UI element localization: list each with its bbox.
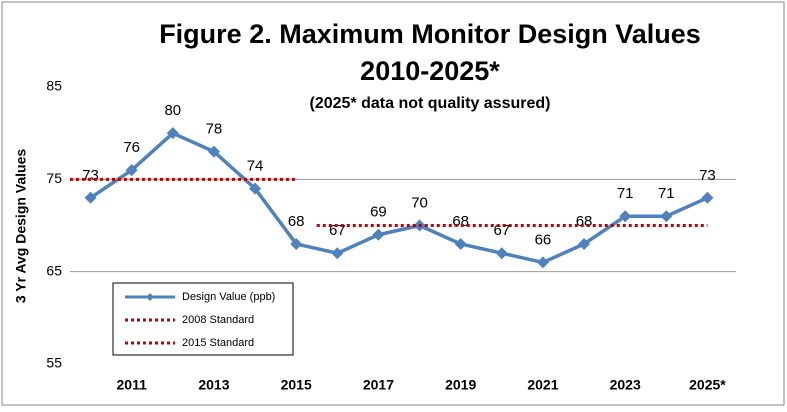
data-label: 74 — [247, 158, 264, 175]
series-line — [89, 131, 709, 265]
x-tick-label: 2019 — [445, 377, 476, 393]
x-tick-label: 2011 — [117, 377, 148, 393]
data-point — [84, 191, 97, 204]
y-axis-label: 3 Yr Avg Design Values — [13, 149, 29, 304]
legend-marker — [146, 293, 154, 301]
data-label: 69 — [370, 204, 387, 221]
x-tick-label: 2025* — [689, 377, 726, 393]
y-tick-label: 55 — [46, 355, 62, 371]
data-point — [495, 247, 508, 260]
data-point — [701, 191, 714, 204]
data-label: 67 — [493, 222, 510, 239]
data-point — [166, 127, 179, 140]
data-point — [207, 145, 220, 158]
data-label: 66 — [535, 231, 552, 248]
data-label: 68 — [452, 213, 469, 230]
y-tick-label: 65 — [46, 262, 62, 278]
data-label: 68 — [576, 213, 593, 230]
x-tick-label: 2013 — [198, 377, 229, 393]
data-label: 71 — [617, 185, 634, 202]
x-tick-label: 2015 — [281, 377, 312, 393]
legend-label: Design Value (ppb) — [182, 291, 275, 303]
data-point — [331, 247, 344, 260]
y-tick-label: 85 — [46, 78, 62, 94]
data-label: 80 — [164, 102, 181, 119]
legend-label: 2008 Standard — [182, 314, 254, 326]
data-point — [660, 210, 673, 223]
data-label: 73 — [699, 167, 716, 184]
chart-subtitle: (2025* data not quality assured) — [310, 95, 551, 112]
data-point — [249, 182, 262, 195]
data-point — [619, 210, 632, 223]
data-label: 70 — [411, 194, 428, 211]
data-label: 68 — [288, 213, 305, 230]
x-tick-label: 2023 — [610, 377, 641, 393]
data-label: 78 — [206, 121, 223, 138]
data-label: 76 — [123, 139, 140, 156]
x-tick-label: 2021 — [527, 377, 558, 393]
data-point — [372, 228, 385, 241]
data-label: 73 — [82, 167, 99, 184]
x-tick-label: 2017 — [363, 377, 394, 393]
y-tick-label: 75 — [46, 170, 62, 186]
data-point — [454, 237, 467, 250]
data-point — [536, 256, 549, 269]
data-point — [290, 237, 303, 250]
data-point — [125, 164, 138, 177]
data-point — [578, 237, 591, 250]
chart-title-line2: 2010-2025* — [360, 56, 500, 86]
legend-label: 2015 Standard — [182, 337, 254, 349]
data-label: 71 — [658, 185, 675, 202]
chart-title: Figure 2. Maximum Monitor Design Values — [159, 19, 701, 49]
